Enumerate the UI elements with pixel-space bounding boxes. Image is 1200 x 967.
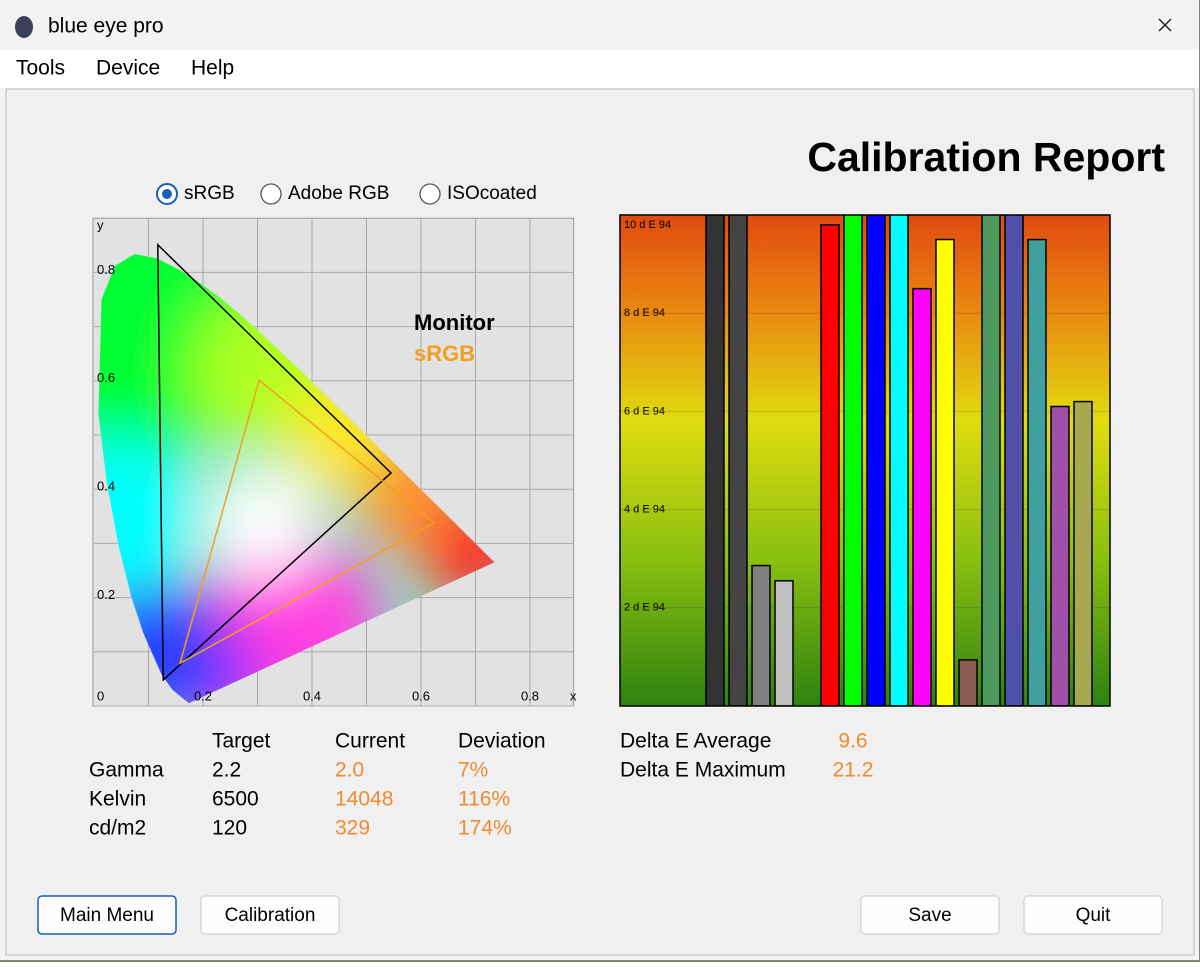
deviation-value: 116% bbox=[458, 788, 510, 811]
bar bbox=[959, 660, 977, 706]
radio-dot bbox=[162, 189, 172, 199]
button-label: Calibration bbox=[225, 905, 316, 926]
column-header: Deviation bbox=[458, 730, 546, 753]
bar bbox=[936, 240, 954, 706]
button-label: Main Menu bbox=[60, 905, 154, 926]
x-axis-label: x bbox=[570, 688, 577, 703]
x-tick-label: 0.4 bbox=[303, 688, 321, 703]
legend-entry: Monitor bbox=[414, 310, 495, 335]
button-label: Quit bbox=[1076, 905, 1112, 926]
bar bbox=[1074, 402, 1092, 706]
bar bbox=[913, 289, 931, 706]
y-tick-label: 8 d E 94 bbox=[624, 307, 665, 319]
deviation-value: 174% bbox=[458, 817, 512, 840]
radio-option[interactable]: sRGB bbox=[157, 183, 235, 204]
x-tick-label: 0.8 bbox=[521, 688, 539, 703]
button[interactable]: Main Menu bbox=[38, 896, 176, 934]
radio-label: sRGB bbox=[184, 183, 235, 204]
y-tick-label: 0 bbox=[97, 688, 104, 703]
button[interactable]: Quit bbox=[1024, 896, 1162, 934]
y-tick-label: 0.8 bbox=[97, 262, 115, 277]
target-value: 2.2 bbox=[212, 759, 241, 782]
app-icon bbox=[15, 16, 33, 38]
bar bbox=[775, 581, 793, 706]
y-tick-label: 0.2 bbox=[97, 587, 115, 602]
button[interactable]: Calibration bbox=[201, 896, 339, 934]
bar bbox=[752, 566, 770, 706]
menu-bar bbox=[0, 50, 1199, 88]
bar bbox=[1051, 406, 1069, 706]
x-tick-label: 0.6 bbox=[412, 688, 430, 703]
row-label: Kelvin bbox=[89, 788, 146, 811]
bar bbox=[1028, 240, 1046, 706]
y-axis-label: y bbox=[97, 217, 104, 232]
deviation-value: 7% bbox=[458, 759, 488, 782]
button-label: Save bbox=[908, 905, 951, 926]
radio-label: ISOcoated bbox=[447, 183, 537, 204]
x-tick-label: 0.2 bbox=[194, 688, 212, 703]
delta-e-value: 21.2 bbox=[833, 759, 874, 782]
radio-circle bbox=[420, 184, 440, 204]
delta-e-label: Delta E Average bbox=[620, 730, 771, 753]
radio-label: Adobe RGB bbox=[288, 183, 389, 204]
color-blob bbox=[208, 467, 318, 577]
target-value: 120 bbox=[212, 817, 247, 840]
y-tick-label: 4 d E 94 bbox=[624, 504, 665, 516]
current-value: 2.0 bbox=[335, 759, 364, 782]
legend-entry: sRGB bbox=[414, 341, 475, 366]
bar bbox=[821, 225, 839, 706]
column-header: Target bbox=[212, 730, 271, 753]
y-tick-label: 0.6 bbox=[97, 370, 115, 385]
y-tick-label: 10 d E 94 bbox=[624, 219, 671, 231]
delta-e-value: 9.6 bbox=[838, 730, 867, 753]
row-label: Gamma bbox=[89, 759, 164, 782]
current-value: 14048 bbox=[335, 788, 393, 811]
row-label: cd/m2 bbox=[89, 817, 146, 840]
report-title: Calibration Report bbox=[807, 134, 1165, 180]
y-tick-label: 0.4 bbox=[97, 479, 115, 494]
menu-item[interactable]: Tools bbox=[16, 57, 65, 80]
y-tick-label: 6 d E 94 bbox=[624, 405, 665, 417]
target-value: 6500 bbox=[212, 788, 259, 811]
menu-item[interactable]: Help bbox=[191, 57, 234, 80]
button[interactable]: Save bbox=[861, 896, 999, 934]
y-tick-label: 2 d E 94 bbox=[624, 602, 665, 614]
window-title: blue eye pro bbox=[48, 15, 164, 38]
radio-circle bbox=[261, 184, 281, 204]
delta-e-label: Delta E Maximum bbox=[620, 759, 786, 782]
menu-item[interactable]: Device bbox=[96, 57, 160, 80]
column-header: Current bbox=[335, 730, 405, 753]
current-value: 329 bbox=[335, 817, 370, 840]
